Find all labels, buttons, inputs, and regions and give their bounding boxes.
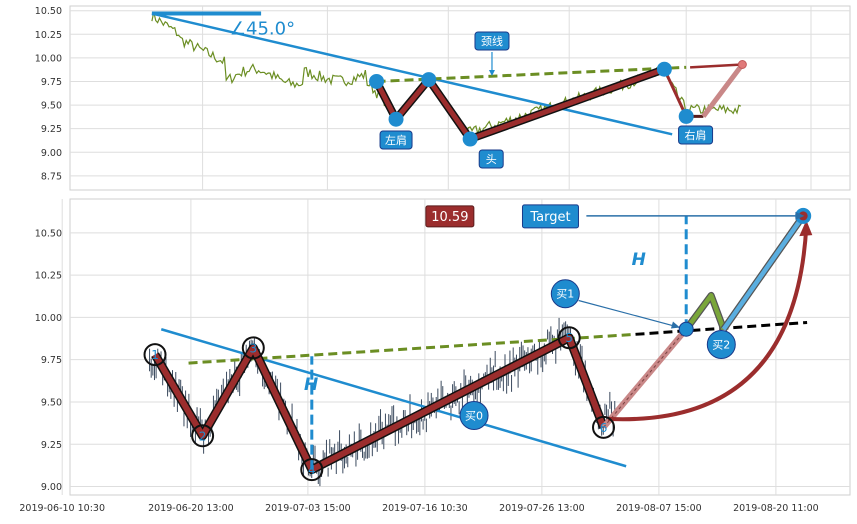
curved-arrowhead xyxy=(799,220,813,237)
bottom-xtick-label: 2019-07-16 10:30 xyxy=(382,503,468,514)
top-neckline xyxy=(376,65,687,83)
buy1-arrowhead xyxy=(670,321,680,329)
curved-arrow xyxy=(608,225,809,422)
top-ytick-label: 8.75 xyxy=(41,171,62,182)
target-arrowhead xyxy=(795,211,805,220)
height-label-1: H xyxy=(304,375,318,395)
neckline-label: 颈线 xyxy=(474,31,510,51)
top-ytick-label: 9.50 xyxy=(41,101,62,112)
neckline-arrowhead xyxy=(488,70,495,76)
top-ytick-label: 10.00 xyxy=(35,53,62,64)
buy-point-1 xyxy=(550,279,580,309)
pivot-label-3: 3 xyxy=(249,341,257,355)
top-trend-line xyxy=(151,12,673,136)
pivot-circle-5 xyxy=(557,326,581,350)
top-pattern-point xyxy=(678,108,694,124)
top-neck-extension xyxy=(690,63,743,69)
bottom-xtick-label: 2019-07-03 15:00 xyxy=(265,503,351,514)
top-pattern-projection xyxy=(701,63,745,118)
bottom-xtick-label: 2019-08-20 11:00 xyxy=(733,503,819,514)
projection-blue-segment xyxy=(721,214,806,331)
price-box-text: 10.59 xyxy=(431,210,468,225)
top-ytick-label: 9.00 xyxy=(41,148,62,159)
top-pattern-point xyxy=(388,111,404,127)
breakout-point xyxy=(678,321,694,337)
pivot-circle-3 xyxy=(241,336,265,360)
bottom-xtick-label: 2019-06-20 13:00 xyxy=(148,503,234,514)
neckline-label-text: 颈线 xyxy=(481,34,503,48)
bottom-ytick-label: 10.25 xyxy=(35,271,62,282)
top-ytick-label: 10.25 xyxy=(35,30,62,41)
right-shoulder-label-text: 右肩 xyxy=(685,128,707,142)
left-shoulder-label-box xyxy=(379,130,413,150)
top-target-point xyxy=(737,60,747,70)
angle-label: ∠45.0° xyxy=(230,18,295,39)
top-pattern-point xyxy=(656,61,672,77)
projection-green-segment xyxy=(684,293,726,331)
bottom-ytick-label: 9.75 xyxy=(41,355,62,366)
top-pattern-point xyxy=(462,131,478,147)
target-box-text: Target xyxy=(529,210,570,225)
head-label: 头 xyxy=(478,149,504,169)
head-label-box xyxy=(478,149,504,169)
pivot-label-1: 1 xyxy=(151,348,159,362)
pivot-label-4: 4 xyxy=(308,463,316,477)
buy-point-2 xyxy=(706,329,736,359)
neckline-label-box xyxy=(474,31,510,51)
bottom-ytick-label: 10.00 xyxy=(35,313,62,324)
bottom-xtick-label: 2019-07-26 13:00 xyxy=(499,503,585,514)
buy-label-2: 买2 xyxy=(712,338,730,351)
top-pattern-tail xyxy=(662,68,688,118)
right-shoulder-label-box xyxy=(678,125,714,145)
bottom-ytick-label: 9.00 xyxy=(41,482,62,493)
pivot-circle-2 xyxy=(191,424,215,448)
bottom-xtick-label: 2019-06-10 10:30 xyxy=(19,503,105,514)
pivot-circle-4 xyxy=(300,458,324,482)
top-ytick-label: 10.50 xyxy=(35,6,62,17)
pivot-circle-6 xyxy=(592,415,616,439)
projection-segment-1 xyxy=(601,327,689,430)
bottom-ytick-label: 10.50 xyxy=(35,228,62,239)
target-box xyxy=(521,204,579,229)
price-box xyxy=(425,205,475,228)
pivot-label-2: 2 xyxy=(199,429,207,443)
left-shoulder-label-text: 左肩 xyxy=(385,133,407,147)
buy1-arrow xyxy=(578,299,681,329)
top-pattern-point xyxy=(421,72,437,88)
head-label-text: 头 xyxy=(486,153,497,166)
left-shoulder-label: 左肩 xyxy=(379,130,413,150)
top-ytick-label: 9.25 xyxy=(41,124,62,135)
buy-point-0 xyxy=(459,401,489,431)
height-label-2: H xyxy=(632,250,646,270)
bottom-ytick-label: 9.25 xyxy=(41,440,62,451)
bottom-trend-line xyxy=(160,328,627,468)
bottom-ytick-label: 9.50 xyxy=(41,397,62,408)
right-shoulder-label: 右肩 xyxy=(678,125,714,145)
buy-label-0: 买0 xyxy=(465,410,483,423)
pivot-label-6: 6 xyxy=(600,421,608,435)
top-pattern-point xyxy=(369,73,385,89)
top-panel-frame xyxy=(69,5,851,191)
bottom-pattern-line xyxy=(152,334,607,473)
pivot-label-5: 5 xyxy=(565,331,573,345)
bottom-xtick-label: 2019-08-07 15:00 xyxy=(616,503,702,514)
buy-label-1: 买1 xyxy=(556,288,574,301)
top-ytick-label: 9.75 xyxy=(41,77,62,88)
pivot-circle-1 xyxy=(143,343,167,367)
